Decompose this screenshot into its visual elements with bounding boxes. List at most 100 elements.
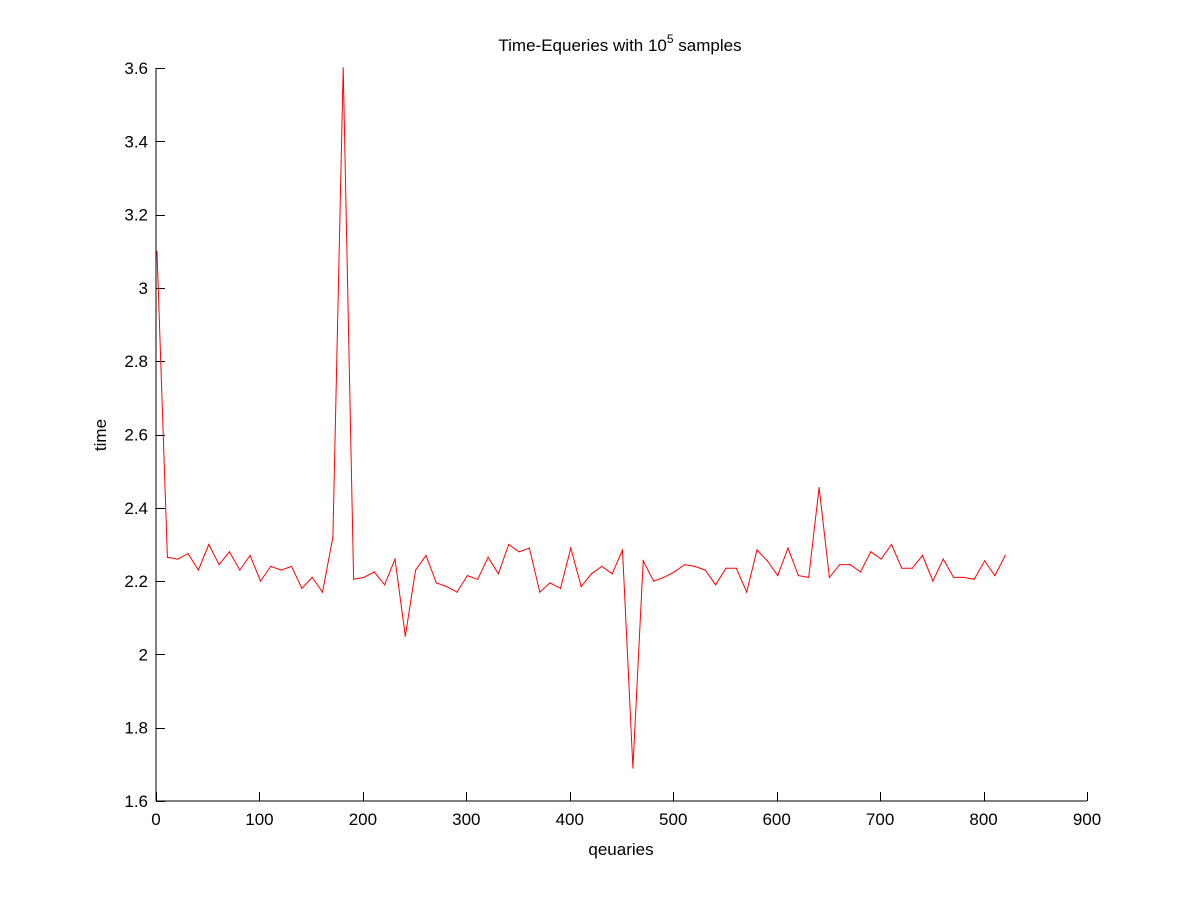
data-point — [435, 582, 437, 584]
data-point — [601, 565, 603, 568]
data-point — [332, 536, 334, 538]
data-point — [942, 558, 944, 560]
y-tick-label: 2.4 — [124, 499, 148, 518]
data-point — [425, 554, 427, 557]
data-point — [818, 487, 820, 489]
data-point — [373, 571, 375, 573]
data-point — [497, 573, 499, 575]
x-tick-label: 300 — [452, 810, 480, 829]
data-point — [828, 576, 831, 579]
data-point — [466, 575, 468, 577]
data-point — [559, 587, 562, 590]
data-point — [766, 560, 769, 562]
data-point — [880, 558, 882, 560]
data-point — [911, 567, 913, 569]
data-point — [508, 543, 510, 546]
y-tick-label: 2 — [139, 645, 148, 664]
data-point — [984, 560, 986, 562]
data-point — [539, 591, 541, 593]
data-point — [653, 580, 655, 582]
data-point — [921, 554, 924, 557]
x-tick-label: 400 — [556, 810, 584, 829]
data-point — [777, 575, 779, 577]
data-point — [446, 586, 448, 588]
data-point — [963, 576, 965, 579]
y-axis-label: time — [91, 419, 110, 451]
data-point — [797, 575, 800, 577]
y-tick-label: 3.2 — [124, 206, 148, 225]
data-point — [218, 564, 220, 566]
data-point — [528, 547, 531, 549]
data-point — [901, 567, 903, 569]
data-point — [839, 564, 841, 566]
data-point — [404, 635, 406, 637]
data-point — [673, 571, 675, 573]
data-point — [415, 569, 417, 571]
y-tick-label: 2.2 — [124, 572, 148, 591]
data-point — [621, 549, 624, 551]
data-point — [756, 549, 758, 551]
data-point — [570, 547, 572, 549]
data-point — [694, 565, 696, 568]
data-point — [890, 543, 893, 546]
x-tick-label: 0 — [151, 810, 160, 829]
data-point — [1004, 554, 1006, 557]
data-point — [208, 543, 210, 546]
y-tick-label: 3.6 — [124, 59, 148, 78]
data-point — [580, 586, 582, 588]
data-point — [725, 567, 727, 569]
data-point — [156, 250, 158, 252]
data-point — [870, 551, 872, 553]
data-point — [477, 578, 479, 580]
data-point — [735, 567, 737, 569]
data-point — [177, 558, 179, 560]
data-point — [632, 767, 634, 769]
data-point — [301, 587, 303, 590]
y-tick-label: 2.8 — [124, 352, 148, 371]
data-point — [363, 576, 365, 579]
data-point — [849, 564, 851, 566]
data-point — [321, 591, 324, 593]
data-point — [259, 580, 262, 582]
data-point — [311, 576, 313, 579]
x-tick-label: 200 — [349, 810, 377, 829]
chart-title: Time-Equeries with 105 samples — [498, 32, 741, 55]
y-tick-label: 3 — [139, 279, 148, 298]
data-point — [384, 584, 386, 586]
data-point — [808, 576, 810, 579]
data-point — [290, 565, 293, 568]
x-tick-label: 600 — [762, 810, 790, 829]
data-point — [249, 554, 251, 557]
chart-title-superscript: 5 — [667, 32, 674, 46]
y-tick-label: 3.4 — [124, 132, 148, 151]
data-point — [590, 573, 593, 575]
data-point — [197, 569, 199, 571]
data-point — [704, 569, 706, 571]
data-point — [973, 578, 975, 580]
data-point — [859, 571, 862, 573]
data-point — [932, 580, 934, 582]
data-point — [787, 547, 789, 549]
data-point — [456, 591, 458, 593]
x-axis-label: qeuaries — [588, 840, 653, 859]
data-point — [394, 558, 396, 560]
data-point — [187, 553, 189, 555]
y-tick-label: 1.8 — [124, 719, 148, 738]
data-point — [684, 564, 686, 566]
data-point — [549, 582, 551, 584]
data-point — [994, 575, 996, 577]
x-tick-label: 800 — [969, 810, 997, 829]
x-tick-label: 900 — [1073, 810, 1101, 829]
data-point — [953, 576, 955, 579]
data-point — [715, 584, 717, 586]
data-point — [166, 556, 168, 558]
chart-title-prefix: Time-Equeries with 10 — [498, 36, 667, 55]
y-tick-label: 2.6 — [124, 426, 148, 445]
data-point — [239, 569, 241, 571]
x-tick-label: 100 — [245, 810, 273, 829]
data-point — [280, 569, 282, 571]
data-point — [487, 556, 489, 558]
x-tick-label: 500 — [659, 810, 687, 829]
